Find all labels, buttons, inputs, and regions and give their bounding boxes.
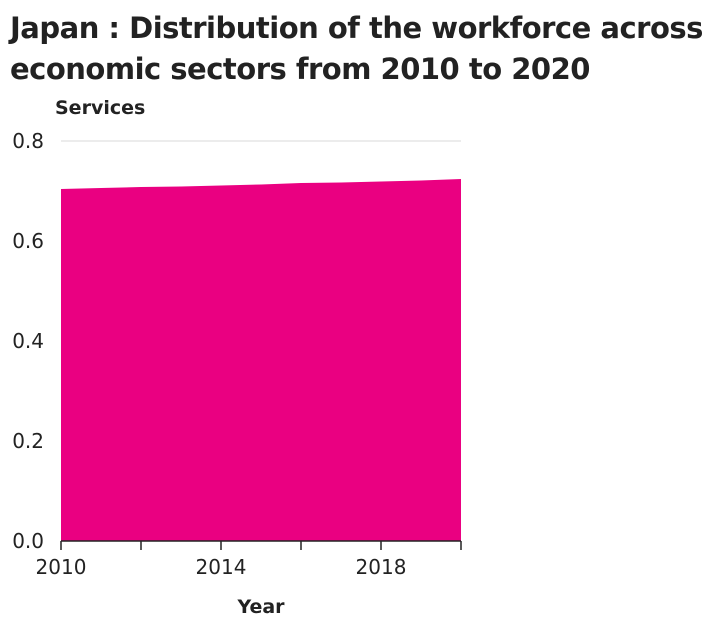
x-axis-title: Year (236, 596, 285, 618)
x-tick-label: 2018 (356, 555, 407, 579)
plot-area (61, 179, 461, 541)
x-tick-label: 2014 (196, 555, 247, 579)
services-area (61, 179, 461, 541)
y-tick-label: 0.4 (12, 329, 44, 353)
x-tick-label: 2010 (36, 555, 87, 579)
y-tick-label: 0.8 (12, 129, 44, 153)
chart-title: Japan : Distribution of the workforce ac… (10, 8, 710, 90)
y-tick-label: 0.0 (12, 529, 44, 553)
x-axis: 2010 2014 2018 (36, 540, 462, 579)
y-axis-title: Services (55, 97, 145, 119)
chart-title-line-2: economic sectors from 2010 to 2020 (10, 52, 590, 86)
chart-title-line-1: Japan : Distribution of the workforce ac… (10, 11, 703, 45)
y-tick-label: 0.6 (12, 229, 44, 253)
y-tick-label: 0.2 (12, 429, 44, 453)
y-axis: 0.0 0.2 0.4 0.6 0.8 (12, 129, 44, 553)
